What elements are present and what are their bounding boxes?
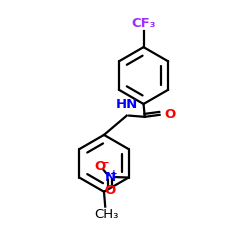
Text: +: + — [110, 168, 118, 177]
Text: N: N — [104, 170, 116, 183]
Text: −: − — [101, 158, 110, 168]
Text: CH₃: CH₃ — [94, 208, 119, 221]
Text: O: O — [94, 160, 106, 173]
Text: O: O — [164, 108, 176, 121]
Text: CF₃: CF₃ — [131, 17, 156, 30]
Text: HN: HN — [116, 98, 138, 111]
Text: O: O — [104, 184, 116, 197]
